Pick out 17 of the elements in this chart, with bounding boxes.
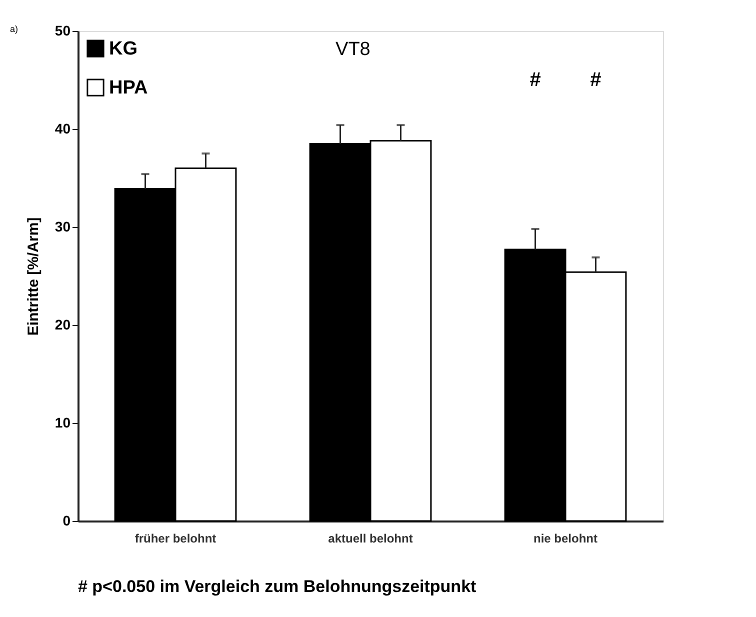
y-tick-label: 20 (54, 316, 71, 332)
legend-label: KG (109, 38, 138, 60)
text: # p<0.050 im Vergleich zum Belohnungszeitpunkt (78, 577, 477, 596)
legend-label: HPA (109, 78, 148, 98)
chart-title: VT8 (336, 39, 370, 60)
annotation: # (590, 69, 602, 91)
x-tick-label: nie belohnt (534, 532, 598, 546)
y-tick-label: 30 (54, 218, 71, 234)
annotation: # (530, 69, 541, 91)
y-tick-label: 10 (54, 414, 71, 430)
y-tick-label: 40 (54, 120, 71, 136)
y-tick-label: 50 (54, 22, 71, 38)
x-tick-label: aktuell belohnt (328, 532, 413, 546)
y-tick-label: 0 (62, 512, 71, 528)
text: a) (10, 24, 18, 34)
x-tick-label: früher belohnt (134, 532, 216, 546)
y-axis-title: Eintritte [%/Arm] (24, 217, 42, 336)
